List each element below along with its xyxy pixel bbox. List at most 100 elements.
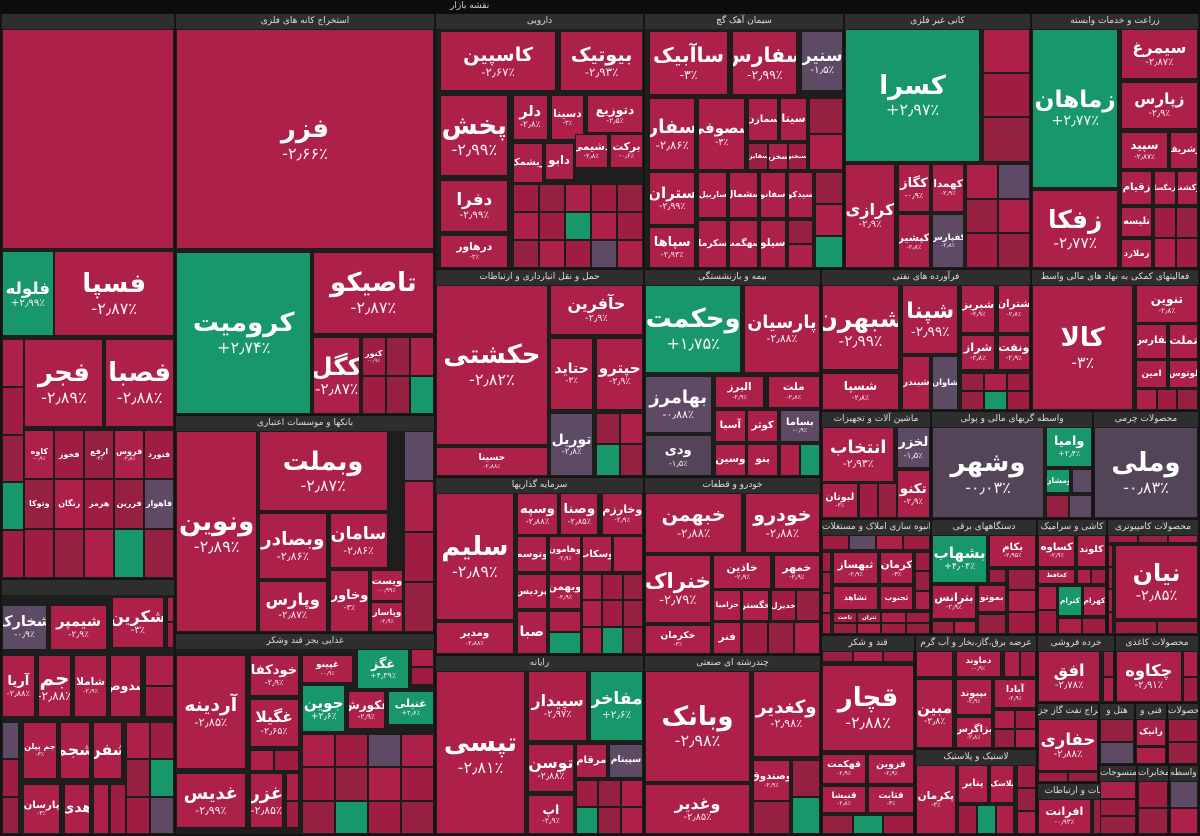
stock-tile[interactable] — [787, 244, 814, 268]
stock-tile[interactable] — [1007, 612, 1036, 634]
stock-tile[interactable] — [581, 573, 603, 601]
stock-tile[interactable]: سیلو — [759, 220, 786, 268]
stock-tile[interactable] — [285, 772, 299, 801]
stock-tile[interactable] — [2, 434, 24, 483]
stock-tile[interactable] — [1154, 237, 1176, 268]
stock-tile[interactable]: کفپارس -۲٫۸٪ — [931, 214, 965, 268]
stock-tile[interactable]: کهمدا -۲٫۹٪ — [931, 164, 965, 212]
stock-tile[interactable]: زماهان +۲٫۷۷٪ — [1032, 29, 1119, 188]
stock-tile[interactable]: کحافظ — [1038, 568, 1076, 585]
stock-tile[interactable]: سپیتام — [608, 743, 643, 778]
stock-tile[interactable]: کساوه -۲٫۹٪ — [1038, 535, 1076, 567]
stock-tile[interactable] — [1076, 568, 1092, 585]
stock-tile[interactable]: خکرمان -۳٪ — [645, 625, 711, 654]
stock-tile[interactable]: سپیدار -۲٫۹۷٪ — [528, 671, 588, 742]
stock-tile[interactable] — [368, 800, 402, 834]
stock-tile[interactable]: تلیسه — [1120, 207, 1153, 237]
stock-tile[interactable] — [822, 535, 849, 550]
stock-tile[interactable] — [538, 240, 565, 268]
stock-tile[interactable] — [822, 551, 831, 573]
stock-tile[interactable]: تفارس — [1135, 323, 1168, 359]
stock-tile[interactable] — [512, 240, 539, 268]
stock-tile[interactable]: حتاید -۳٪ — [549, 337, 594, 411]
stock-tile[interactable] — [832, 623, 858, 634]
stock-tile[interactable] — [1069, 495, 1092, 518]
stock-tile[interactable]: جوین +۲٫۶٪ — [302, 685, 345, 733]
stock-tile[interactable]: وبملت -۲٫۸۷٪ — [258, 431, 388, 512]
stock-tile[interactable] — [149, 721, 174, 760]
stock-tile[interactable]: وشهر -۰٫۰۳٪ — [932, 427, 1044, 518]
stock-tile[interactable]: پخش -۲٫۹۹٪ — [440, 94, 509, 176]
stock-tile[interactable]: وسین — [715, 443, 746, 476]
stock-tile[interactable] — [1019, 651, 1036, 678]
stock-tile[interactable] — [984, 372, 1008, 392]
stock-tile[interactable]: لخزر -۱٫۵٪ — [896, 427, 930, 468]
stock-tile[interactable] — [852, 814, 884, 834]
stock-tile[interactable] — [815, 172, 843, 205]
stock-tile[interactable]: بموتو — [977, 584, 1006, 613]
stock-tile[interactable] — [404, 431, 434, 482]
stock-tile[interactable]: سبجنو — [787, 142, 808, 170]
stock-tile[interactable] — [1016, 811, 1036, 834]
stock-tile[interactable]: غپینو -۰٫۹٪ — [302, 654, 353, 684]
stock-tile[interactable]: خزامیا — [713, 590, 742, 621]
stock-tile[interactable]: شبریز -۲٫۹٪ — [961, 285, 995, 333]
stock-tile[interactable] — [849, 535, 876, 550]
stock-tile[interactable] — [984, 391, 1008, 410]
stock-tile[interactable]: فلوله +۲٫۹۹٪ — [2, 251, 54, 337]
stock-tile[interactable]: رانیک — [1136, 719, 1166, 746]
stock-tile[interactable]: زقیام — [1120, 171, 1153, 205]
stock-tile[interactable]: آردینه -۲٫۸۵٪ — [176, 654, 246, 770]
stock-tile[interactable] — [977, 614, 1006, 634]
stock-tile[interactable] — [109, 783, 126, 834]
stock-tile[interactable]: کگل -۲٫۸۷٪ — [312, 337, 361, 414]
stock-tile[interactable] — [1176, 237, 1198, 268]
stock-tile[interactable]: کگاز -۰٫۹٪ — [897, 164, 931, 212]
stock-tile[interactable]: بهامرز -۰٫۸۸٪ — [645, 375, 712, 434]
stock-tile[interactable] — [1007, 590, 1036, 613]
stock-tile[interactable] — [998, 164, 1030, 199]
stock-tile[interactable] — [84, 528, 115, 578]
stock-tile[interactable]: وکغدیر -۲٫۹۸٪ — [752, 671, 820, 758]
stock-tile[interactable]: لبوتان -۳٪ — [822, 483, 858, 518]
stock-tile[interactable]: سقاین — [747, 142, 768, 170]
stock-tile[interactable] — [144, 528, 174, 578]
stock-tile[interactable] — [1100, 798, 1136, 817]
stock-tile[interactable] — [590, 240, 617, 268]
stock-tile[interactable] — [1072, 468, 1092, 494]
stock-tile[interactable]: کاوه -۰٫۹٪ — [24, 429, 55, 480]
stock-tile[interactable]: وحکمت +۱٫۷۵٪ — [645, 285, 742, 373]
stock-tile[interactable] — [622, 600, 643, 628]
stock-tile[interactable]: دابو — [544, 142, 574, 180]
stock-tile[interactable]: ریشمک — [512, 142, 543, 184]
stock-tile[interactable]: زشریف — [1169, 131, 1198, 169]
stock-tile[interactable]: وخاور -۳٪ — [329, 569, 370, 632]
stock-tile[interactable] — [995, 805, 1015, 834]
stock-tile[interactable]: خدیزل — [771, 590, 796, 621]
stock-tile[interactable]: جم-۲٫۸۸٪ — [38, 654, 71, 717]
stock-tile[interactable] — [538, 184, 565, 213]
stock-tile[interactable]: تنوین -۲٫۸٪ — [1135, 285, 1198, 323]
stock-tile[interactable] — [822, 592, 831, 614]
stock-tile[interactable]: خودکفا -۲٫۹٪ — [249, 654, 299, 697]
stock-tile[interactable]: وبصادر -۲٫۸۶٪ — [258, 513, 327, 579]
stock-tile[interactable] — [958, 805, 977, 834]
stock-tile[interactable] — [575, 807, 599, 834]
stock-tile[interactable]: وبهمن -۲٫۹٪ — [548, 573, 581, 609]
stock-tile[interactable]: انتخاب -۲٫۹۳٪ — [822, 427, 895, 482]
stock-tile[interactable]: کترام — [1058, 586, 1082, 617]
stock-tile[interactable]: فروس -۲٫۸٪ — [114, 429, 145, 480]
stock-tile[interactable] — [548, 632, 581, 654]
stock-tile[interactable]: آسیا — [715, 410, 746, 442]
stock-tile[interactable]: سنیر -۱٫۵٪ — [801, 31, 843, 92]
stock-tile[interactable]: بساما -۰٫۹٪ — [779, 410, 820, 442]
stock-tile[interactable]: زپارس -۲٫۹٪ — [1120, 81, 1198, 130]
stock-tile[interactable]: برکت -۰٫۶٪ — [609, 134, 643, 168]
stock-tile[interactable]: دتوزیع -۲٫۵٪ — [587, 94, 643, 133]
stock-tile[interactable]: وبانک -۲٫۹۸٪ — [645, 671, 750, 782]
stock-tile[interactable] — [596, 412, 620, 445]
stock-tile[interactable]: فزر -۲٫۶۶٪ — [176, 29, 434, 250]
stock-tile[interactable] — [2, 482, 24, 531]
stock-tile[interactable] — [602, 627, 623, 654]
stock-tile[interactable] — [966, 198, 999, 234]
